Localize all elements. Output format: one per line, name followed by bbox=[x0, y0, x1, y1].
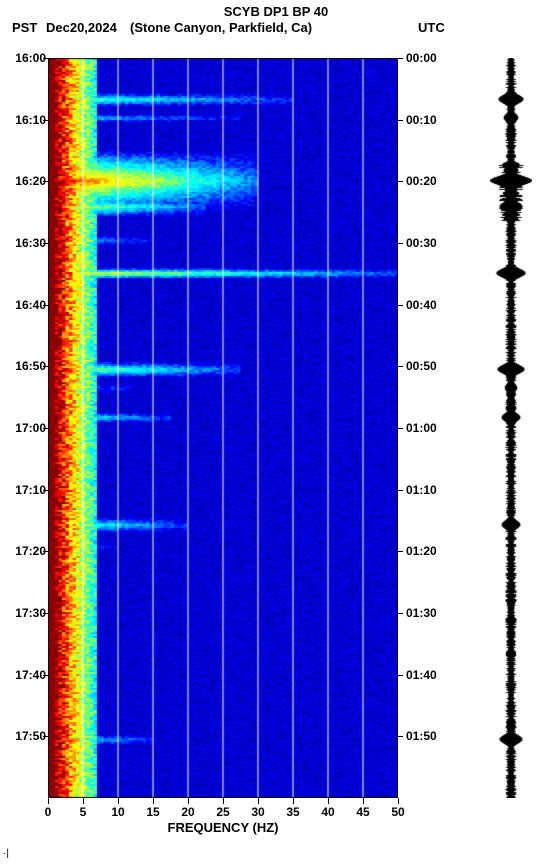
y-right-tick-label: 00:40 bbox=[406, 298, 456, 312]
y-right-tick-label: 01:50 bbox=[406, 729, 456, 743]
spectrogram-plot bbox=[48, 58, 398, 798]
y-left-tick-label: 16:00 bbox=[6, 51, 46, 65]
amplitude-trace bbox=[490, 58, 532, 798]
y-right-tick-mark bbox=[398, 428, 403, 429]
y-left-tick-label: 17:30 bbox=[6, 606, 46, 620]
x-tick-mark bbox=[118, 798, 119, 804]
y-left-tick-mark bbox=[43, 243, 48, 244]
tz-right-label: UTC bbox=[418, 20, 445, 35]
x-tick-label: 10 bbox=[103, 805, 133, 819]
y-right-tick-mark bbox=[398, 490, 403, 491]
x-tick-mark bbox=[83, 798, 84, 804]
x-tick-mark bbox=[328, 798, 329, 804]
y-left-tick-mark bbox=[43, 366, 48, 367]
x-tick-mark bbox=[223, 798, 224, 804]
y-left-tick-label: 16:20 bbox=[6, 174, 46, 188]
x-tick-label: 50 bbox=[383, 805, 413, 819]
figure-container: SCYB DP1 BP 40 PST Dec20,2024 (Stone Can… bbox=[0, 0, 552, 864]
tz-left-label: PST bbox=[12, 20, 37, 35]
y-right-tick-label: 00:30 bbox=[406, 236, 456, 250]
y-left-tick-label: 17:20 bbox=[6, 544, 46, 558]
station-label: (Stone Canyon, Parkfield, Ca) bbox=[130, 20, 312, 35]
y-right-tick-label: 00:10 bbox=[406, 113, 456, 127]
y-left-tick-mark bbox=[43, 305, 48, 306]
y-left-tick-label: 16:10 bbox=[6, 113, 46, 127]
y-right-tick-mark bbox=[398, 366, 403, 367]
x-tick-label: 35 bbox=[278, 805, 308, 819]
y-right-tick-label: 01:10 bbox=[406, 483, 456, 497]
date-label: Dec20,2024 bbox=[46, 20, 117, 35]
y-left-tick-mark bbox=[43, 58, 48, 59]
y-right-tick-label: 00:00 bbox=[406, 51, 456, 65]
y-right-tick-mark bbox=[398, 181, 403, 182]
y-right-tick-mark bbox=[398, 613, 403, 614]
x-tick-mark bbox=[188, 798, 189, 804]
x-tick-label: 15 bbox=[138, 805, 168, 819]
y-left-tick-mark bbox=[43, 181, 48, 182]
footnote: ·| bbox=[3, 848, 9, 859]
x-tick-mark bbox=[293, 798, 294, 804]
y-left-tick-mark bbox=[43, 613, 48, 614]
x-tick-mark bbox=[398, 798, 399, 804]
y-left-tick-label: 16:50 bbox=[6, 359, 46, 373]
y-left-tick-mark bbox=[43, 675, 48, 676]
y-left-tick-mark bbox=[43, 736, 48, 737]
x-tick-label: 30 bbox=[243, 805, 273, 819]
y-right-tick-label: 01:40 bbox=[406, 668, 456, 682]
y-right-tick-label: 01:20 bbox=[406, 544, 456, 558]
y-left-tick-label: 17:50 bbox=[6, 729, 46, 743]
y-right-tick-mark bbox=[398, 243, 403, 244]
x-tick-mark bbox=[48, 798, 49, 804]
x-tick-mark bbox=[153, 798, 154, 804]
x-tick-label: 25 bbox=[208, 805, 238, 819]
y-left-tick-mark bbox=[43, 551, 48, 552]
y-right-tick-mark bbox=[398, 58, 403, 59]
x-tick-label: 5 bbox=[68, 805, 98, 819]
x-tick-mark bbox=[363, 798, 364, 804]
y-right-tick-mark bbox=[398, 675, 403, 676]
x-tick-label: 20 bbox=[173, 805, 203, 819]
y-left-tick-label: 17:00 bbox=[6, 421, 46, 435]
y-right-tick-label: 00:50 bbox=[406, 359, 456, 373]
x-tick-label: 0 bbox=[33, 805, 63, 819]
y-right-tick-mark bbox=[398, 120, 403, 121]
y-left-tick-label: 17:40 bbox=[6, 668, 46, 682]
y-right-tick-mark bbox=[398, 551, 403, 552]
x-tick-label: 45 bbox=[348, 805, 378, 819]
y-right-tick-label: 01:30 bbox=[406, 606, 456, 620]
y-left-tick-label: 16:40 bbox=[6, 298, 46, 312]
y-right-tick-label: 00:20 bbox=[406, 174, 456, 188]
y-left-tick-label: 16:30 bbox=[6, 236, 46, 250]
y-right-tick-label: 01:00 bbox=[406, 421, 456, 435]
y-left-tick-mark bbox=[43, 120, 48, 121]
x-tick-mark bbox=[258, 798, 259, 804]
x-axis-label: FREQUENCY (HZ) bbox=[48, 820, 398, 835]
x-tick-label: 40 bbox=[313, 805, 343, 819]
y-right-tick-mark bbox=[398, 305, 403, 306]
y-right-tick-mark bbox=[398, 736, 403, 737]
y-left-tick-mark bbox=[43, 490, 48, 491]
y-left-tick-label: 17:10 bbox=[6, 483, 46, 497]
y-left-tick-mark bbox=[43, 428, 48, 429]
figure-title: SCYB DP1 BP 40 bbox=[0, 4, 552, 19]
